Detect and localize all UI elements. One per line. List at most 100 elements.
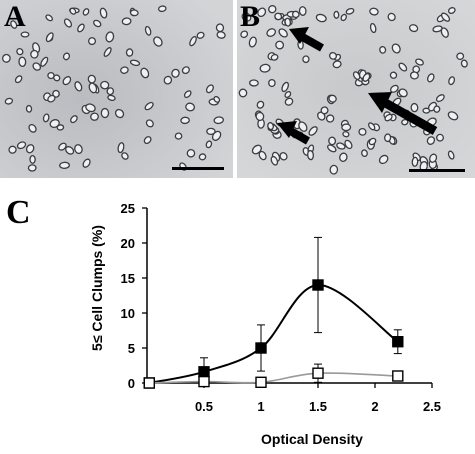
cell <box>241 12 252 22</box>
cell <box>213 95 221 103</box>
cell <box>74 144 83 155</box>
x-tick-label: 1.5 <box>309 399 327 414</box>
y-axis-title: 5≤ Cell Clumps (%) <box>89 225 105 351</box>
cell <box>398 62 408 72</box>
y-tick-label: 5 <box>128 341 135 356</box>
cell <box>268 5 277 14</box>
cell <box>284 90 292 99</box>
cell <box>121 17 132 26</box>
cell <box>27 164 37 172</box>
y-tick-label: 25 <box>121 201 135 216</box>
cell <box>129 9 139 17</box>
cell <box>389 71 398 79</box>
cell <box>259 63 271 73</box>
cell <box>30 49 39 59</box>
cell <box>186 148 196 158</box>
cell <box>436 133 444 142</box>
point-open-square <box>143 377 155 389</box>
cell <box>58 142 67 151</box>
cell <box>153 36 163 47</box>
y-tick-label: 10 <box>121 306 135 321</box>
cell-clump-chart: 0 5 10 15 20 25 0.5 1 1.5 2 2.5 5≤ Cell Clumps (%)… <box>89 201 441 447</box>
cells-a <box>2 5 226 172</box>
cell <box>163 75 173 85</box>
cell <box>171 68 180 78</box>
cell <box>284 97 294 106</box>
series-open-line <box>149 372 398 384</box>
cell <box>257 7 267 18</box>
x-tick-label: 2.5 <box>423 399 441 414</box>
cell <box>82 158 91 168</box>
cell <box>70 115 78 124</box>
cell <box>114 108 125 119</box>
cell <box>308 126 318 136</box>
micrograph-b-image <box>237 0 475 178</box>
cell <box>25 104 33 113</box>
cell <box>307 149 315 161</box>
cell <box>117 142 125 154</box>
cell <box>344 139 353 150</box>
cell <box>62 76 72 86</box>
cell <box>320 106 329 115</box>
scale-bar-a <box>172 167 224 170</box>
cell <box>332 60 342 69</box>
cell <box>25 144 35 154</box>
cell <box>99 7 108 19</box>
cell <box>240 30 249 39</box>
cell <box>410 102 419 113</box>
arrow-bottom-left <box>277 121 310 145</box>
cell <box>140 67 150 79</box>
cell <box>196 31 205 39</box>
cell <box>352 71 361 80</box>
cell <box>328 94 337 103</box>
cell <box>216 31 226 39</box>
cell <box>18 56 27 67</box>
cell <box>447 111 459 121</box>
cell <box>120 66 129 74</box>
point-filled-square <box>312 279 324 291</box>
cell <box>361 149 368 158</box>
cell <box>432 25 443 33</box>
cell <box>47 94 56 103</box>
cell <box>447 7 456 15</box>
cell <box>56 124 65 131</box>
cell <box>93 19 102 28</box>
micrograph-panel-b <box>237 0 475 178</box>
series-filled-line <box>149 283 399 384</box>
cell <box>333 10 340 19</box>
cell <box>268 78 276 88</box>
cell <box>274 12 283 21</box>
cell <box>440 12 451 22</box>
point-filled-square <box>255 342 267 354</box>
cell <box>205 140 213 149</box>
cell <box>408 24 419 33</box>
cell <box>256 100 265 109</box>
chart-axes <box>146 208 432 384</box>
cell <box>429 153 438 163</box>
cell <box>77 23 85 33</box>
cell <box>302 55 310 64</box>
cell <box>379 45 387 54</box>
micrograph-panel-a <box>0 0 233 178</box>
cell <box>125 48 134 57</box>
cell <box>16 141 27 150</box>
cell <box>106 87 115 96</box>
cell <box>284 17 292 27</box>
cell <box>456 52 465 61</box>
cell <box>340 13 347 22</box>
cell <box>435 94 445 103</box>
cell <box>63 18 73 28</box>
cell <box>426 136 436 145</box>
cell <box>88 37 97 46</box>
cell <box>10 20 18 29</box>
cell <box>387 12 396 22</box>
cell <box>100 107 110 119</box>
cell <box>339 152 348 162</box>
point-filled-square <box>392 335 404 348</box>
cell <box>291 10 300 19</box>
cell <box>144 101 154 111</box>
cell <box>411 156 419 167</box>
point-filled-square <box>198 366 210 378</box>
cell <box>362 72 371 82</box>
arrow-right <box>368 92 438 135</box>
